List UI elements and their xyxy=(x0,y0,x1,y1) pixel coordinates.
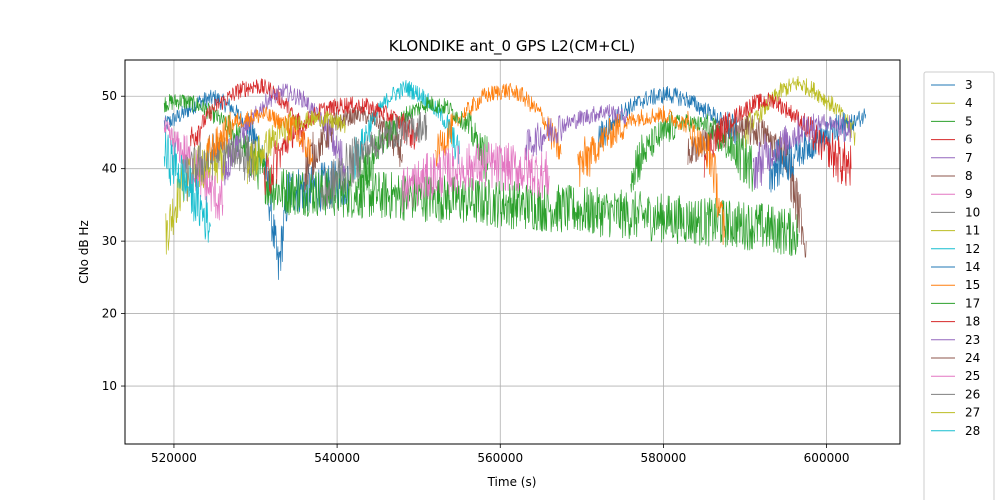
legend-label: 14 xyxy=(965,260,980,274)
legend-label: 24 xyxy=(965,351,980,365)
series-line xyxy=(630,111,754,193)
y-tick-label: 50 xyxy=(102,89,117,103)
x-tick-label: 600000 xyxy=(804,451,850,465)
series-line xyxy=(206,106,313,165)
legend-label: 6 xyxy=(965,133,973,147)
series-line xyxy=(163,93,799,257)
series-line xyxy=(524,104,628,161)
series-extra-23 xyxy=(206,105,725,245)
series-line xyxy=(189,78,305,153)
series-extra-24 xyxy=(752,113,852,190)
x-axis-ticks: 520000 540000 560000 580000 600000 xyxy=(151,444,849,465)
y-tick-label: 40 xyxy=(102,162,117,176)
series-25 xyxy=(402,141,550,213)
series-extra-21 xyxy=(630,111,754,193)
series-line xyxy=(597,85,738,150)
series-6 xyxy=(189,78,305,153)
series-line xyxy=(703,92,852,186)
plot-frame xyxy=(124,59,901,445)
legend-label: 4 xyxy=(965,96,973,110)
legend-box xyxy=(923,71,995,500)
series-10 xyxy=(181,132,256,202)
x-tick-label: 560000 xyxy=(477,451,523,465)
legend-label: 28 xyxy=(965,424,980,438)
series-line xyxy=(263,96,420,196)
y-tick-label: 10 xyxy=(102,379,117,393)
legend-label: 7 xyxy=(965,151,973,165)
legend-label: 12 xyxy=(965,242,980,256)
legend-label: 27 xyxy=(965,406,980,420)
series-line xyxy=(163,131,212,243)
legend-label: 17 xyxy=(965,296,980,310)
series-line xyxy=(247,110,346,185)
series-line xyxy=(752,113,852,190)
legend-label: 23 xyxy=(965,333,980,347)
legend-label: 3 xyxy=(965,78,973,92)
x-tick-label: 520000 xyxy=(151,451,197,465)
series-5 xyxy=(163,93,799,257)
series-18 xyxy=(263,96,420,196)
series-line xyxy=(577,105,725,245)
legend-label: 18 xyxy=(965,315,980,329)
series-line xyxy=(353,80,460,180)
series-14 xyxy=(597,85,738,150)
legend-label: 11 xyxy=(965,224,980,238)
x-axis-label: Time (s) xyxy=(487,475,537,489)
y-tick-label: 20 xyxy=(102,307,117,321)
y-axis-ticks: 10 20 30 40 50 xyxy=(102,89,125,393)
legend: 3 4 5 6 7 8 9 10 11 12 14 15 17 18 23 24 25 26 27 28 xyxy=(923,71,995,500)
legend-label: 26 xyxy=(965,387,980,401)
legend-label: 9 xyxy=(965,187,973,201)
series-26 xyxy=(320,112,428,210)
series-23 xyxy=(524,104,628,161)
series-12 xyxy=(353,80,460,180)
series-line xyxy=(320,112,428,210)
series-line xyxy=(304,106,403,192)
series-extra-22 xyxy=(703,92,852,186)
plot-lines xyxy=(163,75,867,280)
series-27 xyxy=(247,110,346,185)
series-8 xyxy=(304,106,403,192)
series-line xyxy=(402,141,550,213)
legend-label: 25 xyxy=(965,369,980,383)
series-28 xyxy=(163,131,212,243)
legend-label: 5 xyxy=(965,114,973,128)
series-line xyxy=(181,132,256,202)
x-tick-label: 540000 xyxy=(314,451,360,465)
y-axis-label: CNo dB Hz xyxy=(77,220,91,284)
legend-label: 10 xyxy=(965,205,980,219)
x-tick-label: 580000 xyxy=(641,451,687,465)
chart-title: KLONDIKE ant_0 GPS L2(CM+CL) xyxy=(389,37,636,56)
legend-label: 8 xyxy=(965,169,973,183)
y-tick-label: 30 xyxy=(102,234,117,248)
legend-label: 15 xyxy=(965,278,980,292)
